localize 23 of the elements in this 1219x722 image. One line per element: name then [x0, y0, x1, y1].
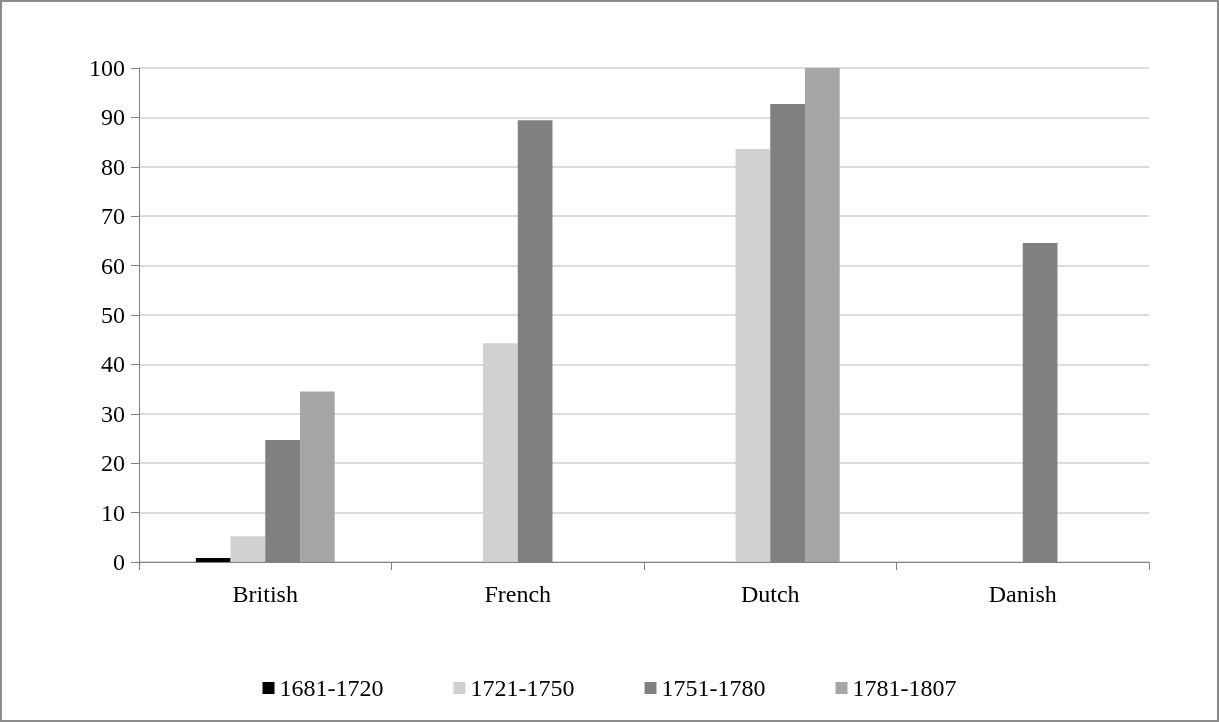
y-tick-label: 80: [101, 153, 125, 180]
legend-label: 1681-1720: [279, 675, 384, 701]
y-tick-label: 100: [89, 55, 125, 81]
legend-label: 1781-1807: [852, 675, 957, 701]
y-tick-label: 40: [101, 351, 125, 378]
bar: [299, 391, 335, 562]
x-tick-label: British: [232, 581, 298, 607]
bar: [195, 558, 231, 562]
bar: [804, 68, 840, 562]
y-tick-label: 50: [101, 302, 125, 328]
x-tick-label: Danish: [988, 581, 1057, 607]
y-tick-label: 20: [101, 450, 125, 477]
y-tick-label: 70: [101, 203, 125, 230]
bar: [230, 536, 266, 562]
y-tick-label: 30: [101, 400, 125, 427]
y-tick-label: 60: [101, 252, 125, 279]
x-tick-label: Dutch: [740, 581, 800, 607]
y-tick-label: 10: [101, 499, 125, 526]
y-tick-label: 0: [113, 549, 125, 575]
y-tick-label: 90: [101, 104, 125, 131]
x-tick-label: French: [484, 581, 552, 607]
legend-label: 1751-1780: [661, 675, 766, 701]
legend-label: 1721-1750: [470, 675, 575, 701]
